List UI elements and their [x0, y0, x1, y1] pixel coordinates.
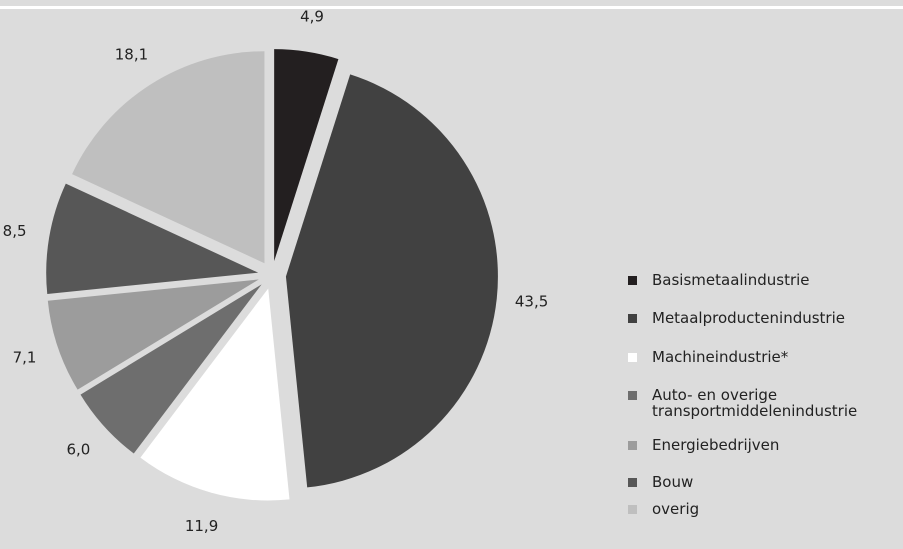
pie-slice — [140, 288, 290, 501]
pie-slice — [72, 51, 265, 264]
pie-slice — [47, 279, 259, 390]
legend-label: overig — [652, 500, 700, 518]
legend-swatch — [628, 391, 637, 400]
legend-swatch — [628, 505, 637, 514]
legend-item: Basismetaalindustrie — [628, 272, 902, 288]
legend-label: Machineindustrie* — [652, 348, 789, 366]
legend-item: overig — [628, 501, 902, 517]
pie-slice — [274, 49, 339, 262]
value-label: 8,5 — [3, 222, 27, 240]
legend-label: Basismetaalindustrie — [652, 271, 810, 289]
pie-slice — [46, 183, 259, 294]
legend-label: Energiebedrijven — [652, 436, 780, 454]
value-label: 11,9 — [185, 517, 218, 535]
value-label: 6,0 — [66, 441, 90, 459]
value-label: 4,9 — [300, 8, 324, 26]
legend-item: Auto- en overige transportmiddelenindust… — [628, 387, 902, 419]
legend-label: Metaalproductenindustrie — [652, 309, 845, 327]
legend-item: Energiebedrijven — [628, 437, 902, 453]
value-label: 18,1 — [115, 46, 148, 64]
legend-label: Auto- en overige transportmiddelenindust… — [652, 386, 858, 420]
legend-swatch — [628, 441, 637, 450]
legend-item: Metaalproductenindustrie — [628, 310, 902, 326]
legend-swatch — [628, 353, 637, 362]
legend-swatch — [628, 314, 637, 323]
pie-slice — [80, 284, 262, 454]
legend-label: Bouw — [652, 473, 694, 491]
legend-swatch — [628, 478, 637, 487]
top-rule — [0, 6, 903, 9]
legend-swatch — [628, 276, 637, 285]
legend-item: Machineindustrie* — [628, 349, 902, 365]
pie-slice — [285, 74, 498, 488]
value-label: 7,1 — [13, 348, 37, 366]
legend-item: Bouw — [628, 474, 902, 490]
value-label: 43,5 — [515, 293, 548, 311]
